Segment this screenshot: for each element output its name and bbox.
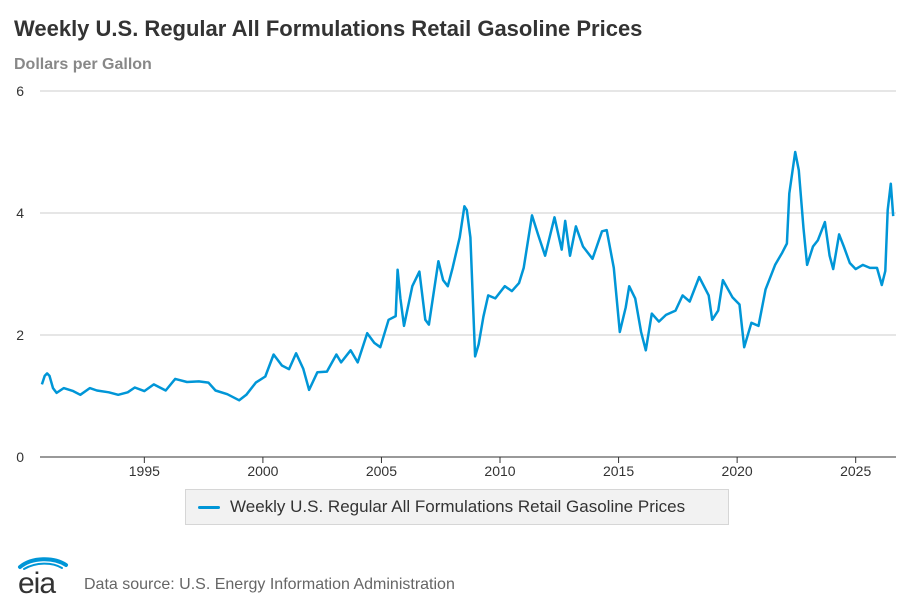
x-tick-label: 2020 xyxy=(722,463,753,479)
data-source-note: Data source: U.S. Energy Information Adm… xyxy=(84,576,455,593)
x-tick-label: 2010 xyxy=(484,463,515,479)
x-tick-label: 2015 xyxy=(603,463,634,479)
y-axis-unit-label: Dollars per Gallon xyxy=(14,56,152,73)
y-tick-label: 6 xyxy=(16,83,24,99)
x-tick-label: 2000 xyxy=(247,463,278,479)
footer: eia xyxy=(14,555,74,600)
y-tick-label: 0 xyxy=(16,449,24,465)
y-tick-label: 4 xyxy=(16,205,24,221)
logo-text: eia xyxy=(18,567,56,600)
series-line xyxy=(40,150,895,402)
x-tick-label: 2025 xyxy=(840,463,871,479)
legend-label: Weekly U.S. Regular All Formulations Ret… xyxy=(230,497,686,516)
x-tick-label: 2005 xyxy=(366,463,397,479)
eia-logo: eia xyxy=(14,555,74,600)
x-tick-label: 1995 xyxy=(129,463,160,479)
chart-title: Weekly U.S. Regular All Formulations Ret… xyxy=(14,16,643,41)
legend-swatch xyxy=(198,505,220,509)
y-tick-label: 2 xyxy=(16,327,24,343)
chart-legend[interactable]: Weekly U.S. Regular All Formulations Ret… xyxy=(185,489,729,525)
